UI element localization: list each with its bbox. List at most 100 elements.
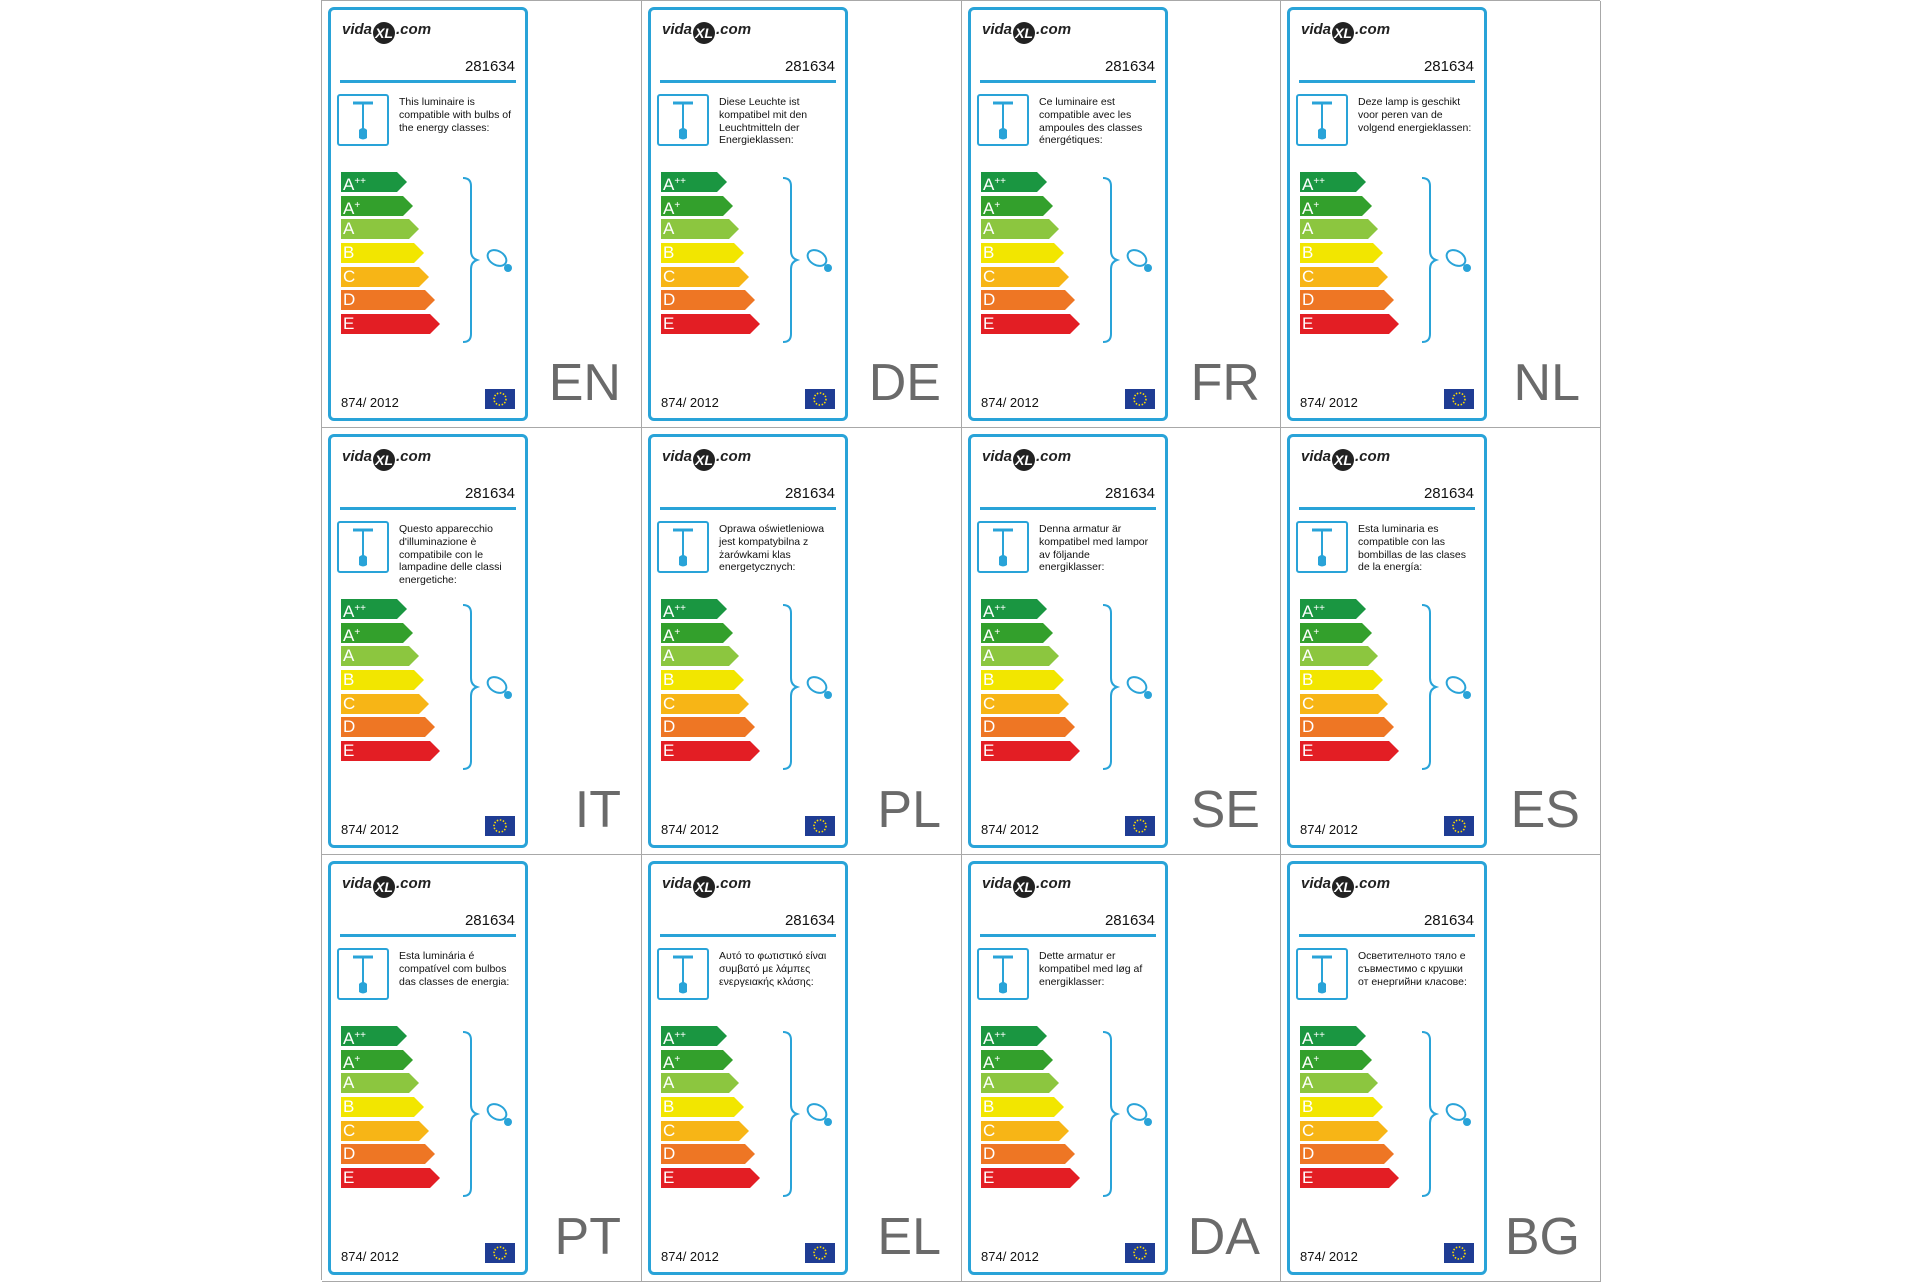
pendant-lamp-icon [337,521,389,573]
label-cell: vida XL .com 281634 Questo apparecchio d'i… [322,428,642,855]
energy-class-letter: A+ [343,198,361,218]
energy-class-letter: D [1302,290,1315,310]
bulb-icon [806,1103,832,1126]
energy-class-letter: A+ [343,1052,361,1072]
compatibility-text: Dette armatur er kompatibel med løg af e… [1039,950,1143,988]
energy-class-letter: B [663,243,675,263]
label-cell: vida XL .com 281634 Αυτό το φωτιστικό είνα… [642,855,962,1282]
model-number: 281634 [1104,912,1155,929]
label-cell: vida XL .com 281634 Denna armatur är kompa… [962,428,1281,855]
energy-class-letter: A [1302,219,1314,239]
brand-logo: vida XL .com [662,875,751,901]
bulb-icon [1445,676,1471,699]
bulb-icon [1445,1103,1471,1126]
compatible-range-bracket [461,176,523,351]
compatibility-text: Questo apparecchio d'illuminazione è com… [399,523,502,587]
bulb-icon [806,249,832,272]
energy-class-letter: E [1302,741,1314,761]
eu-flag-icon [805,816,835,836]
regulation-number: 874/ 2012 [661,822,719,837]
energy-class-letter: A++ [1302,602,1326,621]
energy-class-letter: E [343,314,355,334]
compatibility-text: Deze lamp is geschikt voor peren van de … [1358,96,1472,134]
energy-label-card: vida XL .com 281634 Ce luminaire est compa… [968,7,1168,421]
divider [340,80,516,83]
brand-logo: vida XL .com [662,21,751,47]
energy-class-letter: D [663,290,676,310]
compatibility-text: Ce luminaire est compatible avec les amp… [1039,96,1143,147]
divider [660,507,836,510]
pendant-lamp-icon [657,948,709,1000]
divider [660,934,836,937]
brand-logo: vida XL .com [982,448,1071,474]
pendant-lamp-icon [977,948,1029,1000]
compatible-range-bracket [1420,176,1482,351]
model-number: 281634 [784,58,835,75]
language-code: PL [877,781,941,839]
pendant-lamp-icon [337,948,389,1000]
language-code: BG [1504,1208,1580,1266]
brand-logo: vida XL .com [982,875,1071,901]
energy-class-letter: C [983,1120,996,1140]
label-cell: vida XL .com 281634 This luminaire is comp… [322,1,642,428]
language-code: EL [877,1208,941,1266]
regulation-number: 874/ 2012 [981,395,1039,410]
energy-class-letter: C [1302,1120,1315,1140]
energy-class-letter: E [1302,1168,1314,1188]
energy-class-letter: A+ [1302,625,1320,645]
compatible-range-bracket [461,1030,523,1205]
energy-class-letter: B [663,670,675,690]
eu-flag-icon [805,389,835,409]
energy-class-letter: A++ [343,175,367,194]
energy-class-letter: C [983,266,996,286]
brand-logo: vida XL .com [982,21,1071,47]
brand-logo: vida XL .com [1301,21,1390,47]
model-number: 281634 [464,58,515,75]
energy-class-letter: E [1302,314,1314,334]
energy-class-letter: D [663,717,676,737]
compatible-range-bracket [1101,176,1163,351]
label-cell: vida XL .com 281634 Осветителното тяло е с… [1281,855,1601,1282]
language-code: DA [1187,1208,1260,1266]
model-number: 281634 [464,912,515,929]
energy-class-letter: C [343,693,356,713]
energy-class-letter: B [1302,1097,1314,1117]
compatibility-text: Esta luminária é compatível com bulbos d… [399,950,510,988]
energy-label-grid: vida XL .com 281634 This luminaire is comp… [321,0,1601,1282]
compatible-range-bracket [1420,1030,1482,1205]
energy-class-letter: A [663,646,675,666]
divider [1299,934,1475,937]
compatibility-text: Αυτό το φωτιστικό είναι συμβατό με λάμπε… [719,950,827,988]
compatible-range-bracket [781,176,843,351]
brand-logo: vida XL .com [1301,875,1390,901]
energy-class-letter: D [343,717,356,737]
divider [980,80,1156,83]
divider [1299,80,1475,83]
eu-flag-icon [485,389,515,409]
model-number: 281634 [784,485,835,502]
energy-class-letter: A [343,219,355,239]
energy-class-letter: A+ [983,198,1001,218]
language-code: SE [1190,781,1260,839]
label-cell: vida XL .com 281634 Diese Leuchte ist komp… [642,1,962,428]
regulation-number: 874/ 2012 [341,1249,399,1264]
pendant-lamp-icon [1296,521,1348,573]
energy-class-letter: C [1302,266,1315,286]
energy-class-letter: C [343,1120,356,1140]
energy-class-letter: D [663,1144,676,1164]
compatible-range-bracket [1101,1030,1163,1205]
bulb-icon [1126,676,1152,699]
energy-class-letter: D [983,290,996,310]
energy-class-letter: A+ [343,625,361,645]
pendant-lamp-icon [1296,94,1348,146]
model-number: 281634 [464,485,515,502]
pendant-lamp-icon [1296,948,1348,1000]
energy-class-letter: A++ [663,175,687,194]
energy-class-letter: A++ [663,1029,687,1048]
compatible-range-bracket [1101,603,1163,778]
energy-class-letter: A++ [983,175,1007,194]
bulb-icon [1445,249,1471,272]
brand-logo: vida XL .com [342,448,431,474]
language-code: PT [554,1208,621,1266]
language-code: NL [1513,354,1580,412]
